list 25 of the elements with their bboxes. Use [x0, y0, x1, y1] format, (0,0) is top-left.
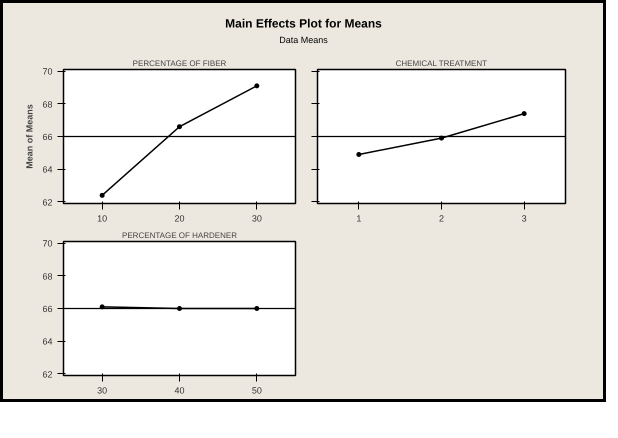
y-tick-label: 70	[42, 238, 53, 249]
y-axis-title: Mean of Means	[24, 104, 34, 169]
y-tick-label: 62	[42, 369, 53, 380]
x-tick-label: 30	[97, 386, 108, 396]
x-tick-label: 20	[174, 214, 185, 224]
y-tick-label: 68	[42, 271, 53, 282]
x-tick-label: 50	[252, 386, 262, 396]
x-tick-label: 3	[522, 214, 527, 224]
x-tick-label: 40	[174, 386, 185, 396]
x-tick-label: 30	[252, 214, 262, 224]
y-tick-label: 64	[42, 336, 53, 347]
y-tick-label: 64	[42, 164, 53, 175]
y-tick-label: 68	[42, 99, 53, 110]
x-tick-label: 2	[438, 214, 444, 224]
y-tick-label: 66	[42, 132, 53, 142]
x-tick-label: 10	[97, 214, 108, 224]
text: Main Effects Plot for Means	[225, 16, 382, 30]
text: Data Means	[279, 34, 328, 45]
y-tick-label: 62	[42, 197, 53, 208]
chart-title: PERCENTAGE OF FIBER	[132, 59, 227, 68]
x-tick-label: 1	[356, 214, 362, 224]
y-tick-label: 70	[42, 66, 53, 77]
chart-title: CHEMICAL TREATMENT	[396, 59, 488, 68]
y-tick-label: 66	[42, 304, 53, 314]
chart-title: PERCENTAGE OF HARDENER	[122, 231, 238, 240]
